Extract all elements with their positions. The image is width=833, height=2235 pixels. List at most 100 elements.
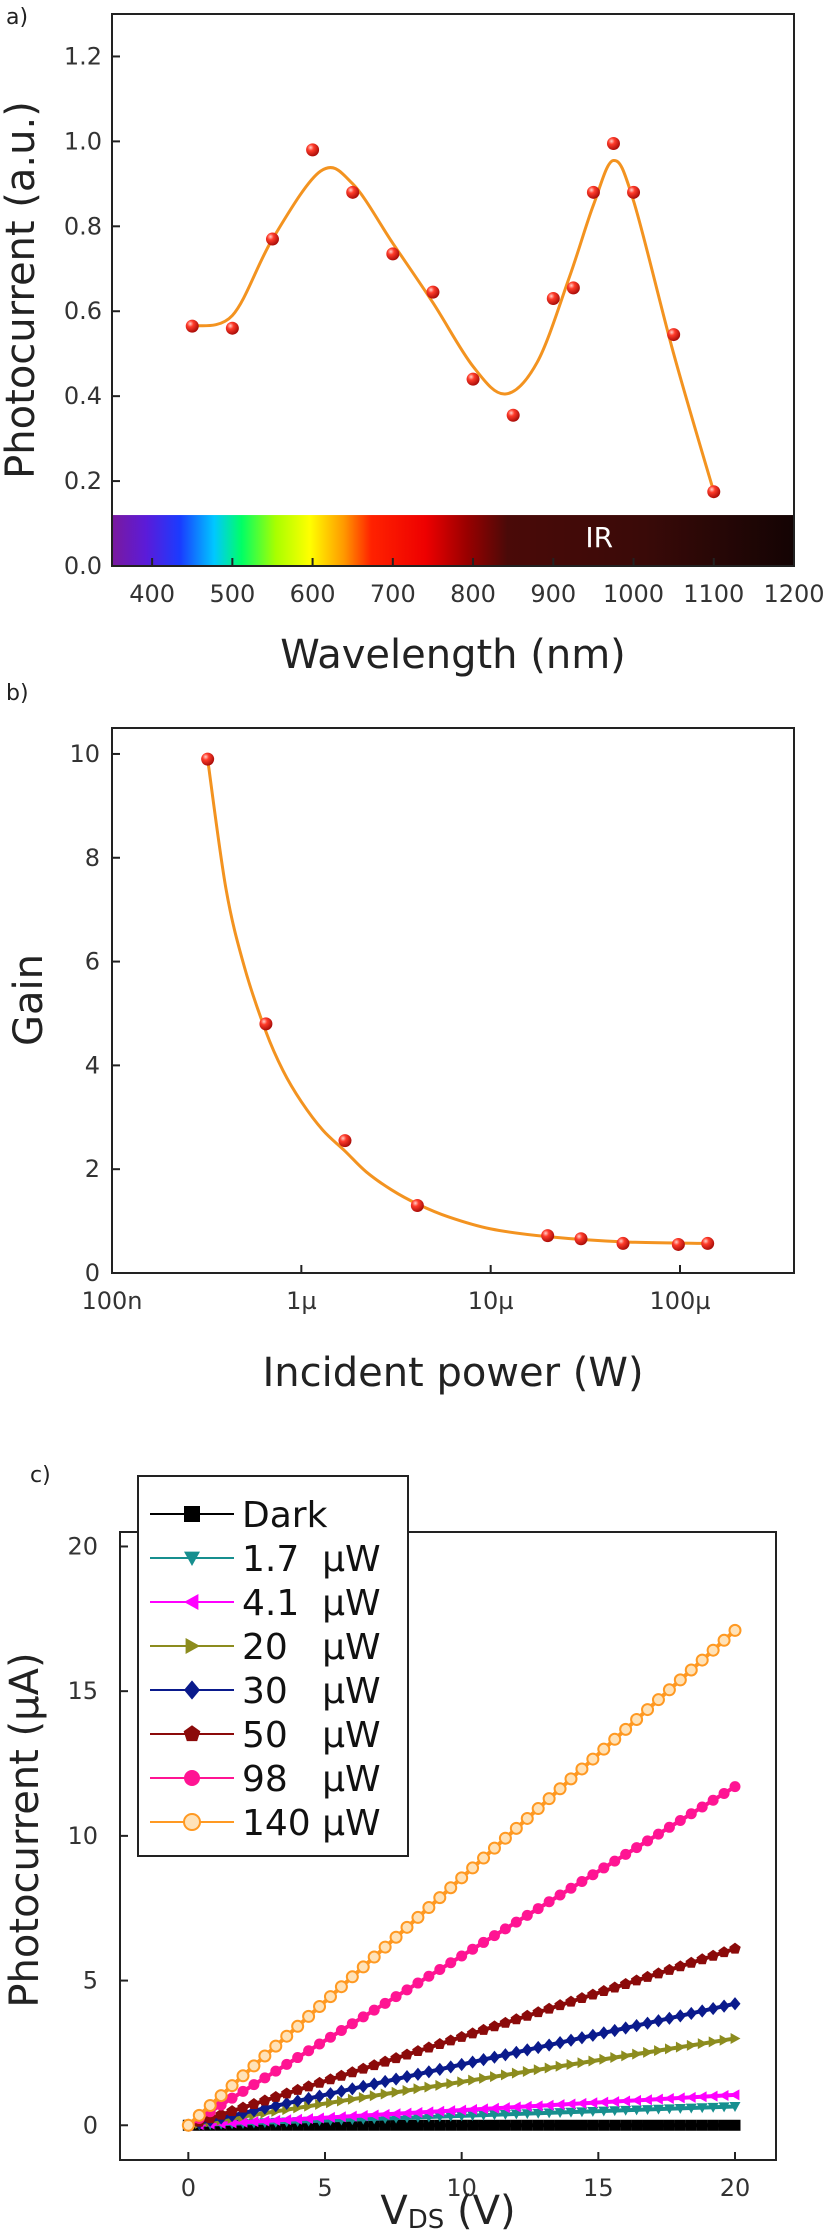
legend-label: Dark [242,1495,328,1536]
series-marker [335,2024,347,2036]
series-marker [457,2076,468,2088]
series-marker [587,1869,599,1881]
series-marker [291,2019,305,2033]
data-point [546,291,560,305]
series-marker [576,1992,588,2004]
series-marker [707,1949,719,1961]
legend-swatch-marker [183,1813,201,1831]
series-marker [303,2045,315,2057]
series-marker [542,1792,556,1806]
series-marker [729,2102,741,2112]
x-tick-label: 10µ [468,1287,514,1315]
series-marker [258,2049,272,2063]
series-marker [259,2094,271,2106]
data-point [541,1229,555,1243]
y-tick-label: 1.2 [64,42,102,70]
series-marker [346,2110,357,2122]
y-ticks: 0 5 10 15 20 [67,1532,128,2139]
series-marker [543,2108,555,2119]
series-marker [642,2105,654,2115]
fit-line [206,758,708,1245]
series-marker [292,2113,303,2125]
data-point [707,485,721,499]
series-marker [663,1821,675,1833]
series-marker [237,2085,249,2097]
series-marker [543,2099,554,2111]
y-tick-label: 8 [85,844,100,872]
data-point [566,281,580,295]
series-marker [707,2090,718,2102]
series-marker [400,1920,414,1934]
series-marker [564,1772,578,1786]
series-marker [357,2079,369,2093]
series-marker [587,2028,599,2042]
x-ticks: 100n 1µ 10µ 100µ [81,1265,711,1315]
y-tick-label: 5 [83,1967,98,1995]
data-point [259,1017,273,1031]
x-tick-label: 900 [530,580,576,608]
fit-curve [191,158,716,493]
series-marker [521,2119,533,2131]
series-marker [598,1985,610,1997]
series-marker [434,2105,445,2117]
series-marker [554,1889,566,1901]
series-marker [665,2043,675,2055]
legend-label: 4.1 µW [242,1583,381,1624]
series-marker [313,2076,326,2088]
series-marker [685,2091,696,2103]
series-marker [631,2105,643,2116]
series-marker [587,2097,598,2109]
data-point [606,137,620,151]
series-marker [718,2089,729,2101]
series-marker [292,2094,304,2108]
series-marker [577,2057,588,2069]
series-marker [608,1981,621,1993]
legend-label: 98 µW [242,1759,381,1800]
series-marker [490,2071,500,2083]
series-marker [368,2077,380,2091]
series-marker [674,1815,686,1827]
series-marker [379,2119,391,2131]
series-marker [543,2002,555,2014]
series-marker [444,1881,458,1895]
legend-entry: 1.7 µW [150,1539,381,1580]
series-marker [357,2110,368,2122]
series-marker [543,1896,555,1908]
series-group [181,1623,742,2132]
x-ticks: 400 500 600 700 800 900 1000 1100 1200 [129,558,825,608]
series-marker [619,1722,633,1736]
series-marker [728,1623,742,1637]
series-marker [236,2069,250,2083]
y-tick-label: 0 [83,2111,98,2139]
series-marker [281,2058,293,2070]
series-marker [576,1875,588,1887]
series-marker [598,2026,610,2040]
x-axis-label: Incident power (W) [262,1350,643,1396]
series-marker [423,2041,435,2053]
series-marker [302,2080,315,2092]
series-marker [576,2031,588,2045]
series-marker [718,2119,730,2131]
series-marker [389,1930,403,1944]
data-point [701,1236,715,1250]
series-marker [346,2119,358,2131]
series-marker [445,1957,457,1969]
series-marker [630,1712,644,1726]
series-marker [674,1960,687,1972]
series-marker [598,2119,610,2131]
series-marker [455,1871,469,1885]
series-marker [642,2094,652,2106]
series-marker [718,1999,730,2013]
series-marker [434,2062,446,2076]
series-marker [598,1862,610,1874]
series-marker [456,1950,468,1962]
series-5 [182,1942,741,2131]
series-marker [326,2097,336,2109]
series-marker [445,2105,456,2117]
series-marker [555,2060,566,2072]
series-marker [478,2103,488,2115]
x-tick-label: 5 [317,2174,332,2202]
x-axis-label: Wavelength (nm) [280,632,626,678]
series-marker [357,2011,369,2023]
series-marker [642,1835,654,1847]
